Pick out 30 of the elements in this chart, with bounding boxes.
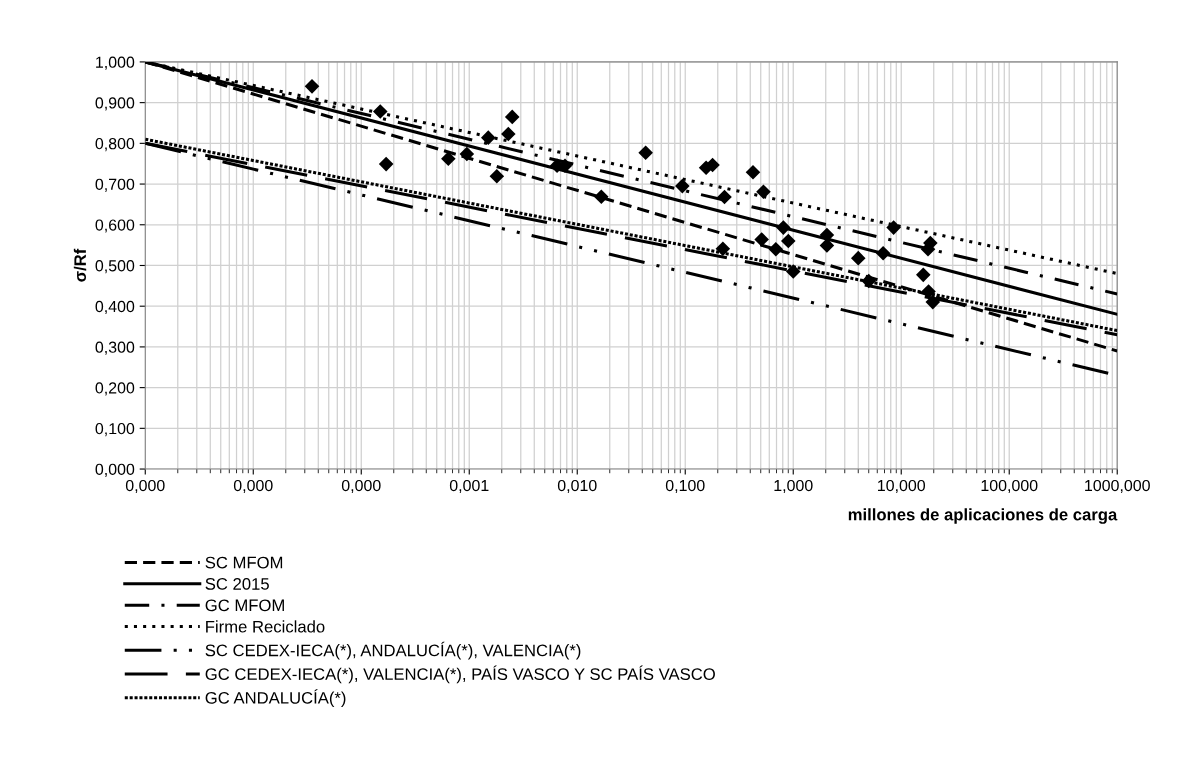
y-tick-label: 0,900	[95, 97, 135, 111]
x-tick-label: 0,001	[449, 479, 489, 494]
y-tick-label: 0,300	[95, 341, 135, 355]
legend-label: GC ANDALUCÍA(*)	[205, 689, 346, 708]
y-tick-label: 0,400	[95, 300, 135, 315]
y-tick-label: 0,800	[95, 137, 135, 152]
legend-label: Firme Reciclado	[206, 620, 325, 633]
legend-label: GC MFOM	[205, 599, 284, 612]
x-tick-label: 0,000	[341, 479, 381, 494]
legend-label: SC MFOM	[205, 556, 283, 569]
legend-label: GC CEDEX-IECA(*), VALENCIA(*), PAÍS VASCO Y SC PAÍS VASCO	[205, 665, 715, 684]
x-tick-label: 10,000	[878, 479, 926, 494]
y-tick-label: 0,200	[95, 382, 135, 396]
x-tick-label: 0,100	[665, 479, 705, 494]
y-tick-label: 0,700	[95, 178, 135, 192]
y-axis-title: σ/Rf	[73, 248, 87, 282]
legend-label: SC 2015	[205, 578, 269, 590]
x-tick-label: 100,000	[981, 479, 1038, 494]
y-tick-label: 0,600	[95, 219, 135, 233]
y-tick-label: 0,000	[95, 463, 135, 477]
legend-label: SC CEDEX-IECA(*), ANDALUCÍA(*), VALENCIA(*)	[205, 641, 581, 660]
x-tick-label: 0,010	[557, 479, 597, 494]
x-tick-label: 1000,000	[1085, 479, 1150, 494]
x-axis-title: millones de aplicaciones de carga	[848, 508, 1118, 524]
y-tick-label: 1,000	[96, 56, 135, 70]
x-tick-label: 0,000	[233, 479, 273, 494]
x-tick-label: 1,000	[774, 479, 813, 494]
y-tick-label: 0,500	[95, 260, 135, 274]
y-tick-label: 0,100	[95, 422, 135, 437]
x-tick-label: 0,000	[125, 479, 165, 494]
